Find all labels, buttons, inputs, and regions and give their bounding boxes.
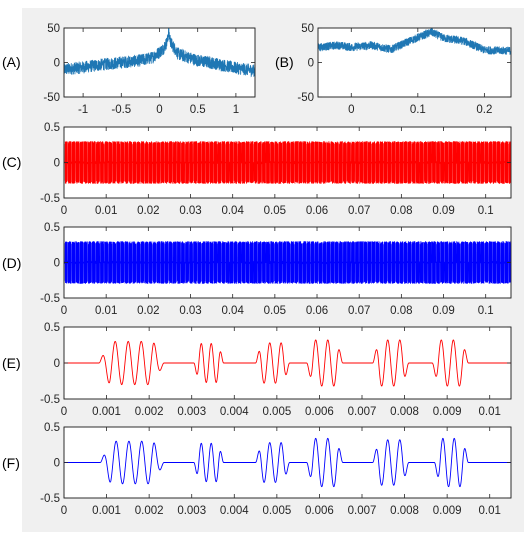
y-tick-label: 0 <box>54 358 60 370</box>
y-tick-label: 0 <box>54 258 60 270</box>
x-tick-label: -0.5 <box>111 104 131 116</box>
panel-label: (C) <box>2 154 21 170</box>
x-tick-label: 0.006 <box>305 406 334 418</box>
x-tick-label: 0.008 <box>390 406 419 418</box>
y-tick-label: 0 <box>308 58 314 70</box>
x-tick-label: 0.004 <box>220 505 249 517</box>
y-tick-label: -0.5 <box>40 293 60 305</box>
series-line <box>64 28 255 78</box>
y-tick-label: -0.5 <box>40 394 60 406</box>
plot-area <box>63 326 512 400</box>
x-tick-label: 0.001 <box>92 406 121 418</box>
x-tick-label: 0.001 <box>92 505 121 517</box>
x-tick-label: 0.003 <box>177 505 206 517</box>
x-tick-label: 0.04 <box>221 205 244 217</box>
series-line <box>64 437 511 488</box>
panel-label: (F) <box>2 455 20 471</box>
x-tick-label: 0.1 <box>478 205 494 217</box>
x-tick-label: 0.06 <box>306 205 328 217</box>
panel-label: (E) <box>2 355 21 371</box>
y-tick-label: 50 <box>301 23 314 35</box>
panel-f: 0 0.001 0.002 0.003 0.004 0.005 0.006 0.007 0.00… <box>2 422 512 517</box>
x-tick-label: 0 <box>61 305 67 317</box>
x-tick-label: -1 <box>78 104 88 116</box>
x-tick-label: 0.01 <box>95 205 117 217</box>
plot-area <box>63 426 512 499</box>
x-tick-label: 0.08 <box>390 205 412 217</box>
x-tick-label: 0.01 <box>95 305 117 317</box>
x-tick-label: 0.03 <box>179 205 201 217</box>
x-tick-label: 0.003 <box>177 406 206 418</box>
x-tick-label: 0.007 <box>348 406 377 418</box>
x-tick-label: 0 <box>156 104 162 116</box>
x-tick-label: 0.02 <box>137 205 159 217</box>
panel-label: (D) <box>2 255 21 271</box>
x-tick-label: 0.007 <box>348 505 377 517</box>
y-tick-label: -50 <box>43 92 60 104</box>
panel-label: (A) <box>2 54 21 70</box>
panel-a: -1 -0.5 0 0.5 1 50 0 -50 (A) <box>2 23 256 116</box>
panel-e: 0 0.001 0.002 0.003 0.004 0.005 0.006 0.007 0.00… <box>2 322 512 418</box>
series-line <box>64 241 511 284</box>
x-tick-label: 0.009 <box>433 505 462 517</box>
panel-b: 0 0.1 0.2 50 0 -50 (B) <box>275 23 512 116</box>
panel-c: 0 0.01 0.02 0.03 0.04 0.05 0.06 0.07 0.08 0.09 0.1… <box>2 122 512 217</box>
y-tick-label: 0 <box>54 158 60 170</box>
x-tick-label: 0.005 <box>262 406 291 418</box>
series-line <box>64 141 511 184</box>
y-tick-label: -50 <box>297 92 314 104</box>
x-tick-label: 0.09 <box>432 205 454 217</box>
y-tick-label: -0.5 <box>40 193 60 205</box>
y-tick-label: 0 <box>54 58 60 70</box>
x-tick-label: 0.008 <box>390 505 419 517</box>
y-tick-label: 50 <box>47 23 60 35</box>
x-tick-label: 0.005 <box>262 505 291 517</box>
x-tick-label: 0.04 <box>221 305 244 317</box>
x-tick-label: 0.02 <box>137 305 159 317</box>
y-tick-label: 0.5 <box>44 422 60 434</box>
x-tick-label: 0.01 <box>479 505 501 517</box>
x-tick-label: 0 <box>61 406 67 418</box>
y-tick-label: 0.5 <box>44 122 60 134</box>
x-tick-label: 0 <box>61 505 67 517</box>
x-tick-label: 0.06 <box>306 305 328 317</box>
panel-d: 0 0.01 0.02 0.03 0.04 0.05 0.06 0.07 0.08 0.09 0.1… <box>2 222 512 317</box>
x-tick-label: 0.03 <box>179 305 201 317</box>
x-tick-label: 0 <box>61 205 67 217</box>
x-tick-label: 0.1 <box>478 305 494 317</box>
series-line <box>64 339 511 387</box>
y-tick-label: 0.5 <box>44 222 60 234</box>
x-tick-label: 0.07 <box>348 305 370 317</box>
x-tick-label: 0.5 <box>190 104 206 116</box>
y-tick-label: 0.5 <box>44 322 60 334</box>
x-tick-label: 0.07 <box>348 205 370 217</box>
x-tick-label: 0.09 <box>432 305 454 317</box>
panel-label: (B) <box>275 54 294 70</box>
x-tick-label: 0.01 <box>479 406 501 418</box>
x-tick-label: 0.05 <box>264 205 286 217</box>
x-tick-label: 1 <box>233 104 239 116</box>
y-tick-label: -0.5 <box>40 493 60 505</box>
x-tick-label: 0.1 <box>410 104 426 116</box>
series-line <box>318 28 511 55</box>
x-tick-label: 0.002 <box>135 505 164 517</box>
y-tick-label: 0 <box>54 458 60 470</box>
x-tick-label: 0 <box>348 104 354 116</box>
x-tick-label: 0.004 <box>220 406 249 418</box>
x-tick-label: 0.2 <box>476 104 492 116</box>
x-tick-label: 0.006 <box>305 505 334 517</box>
x-tick-label: 0.08 <box>390 305 412 317</box>
x-tick-label: 0.009 <box>433 406 462 418</box>
x-tick-label: 0.002 <box>135 406 164 418</box>
x-tick-label: 0.05 <box>264 305 286 317</box>
